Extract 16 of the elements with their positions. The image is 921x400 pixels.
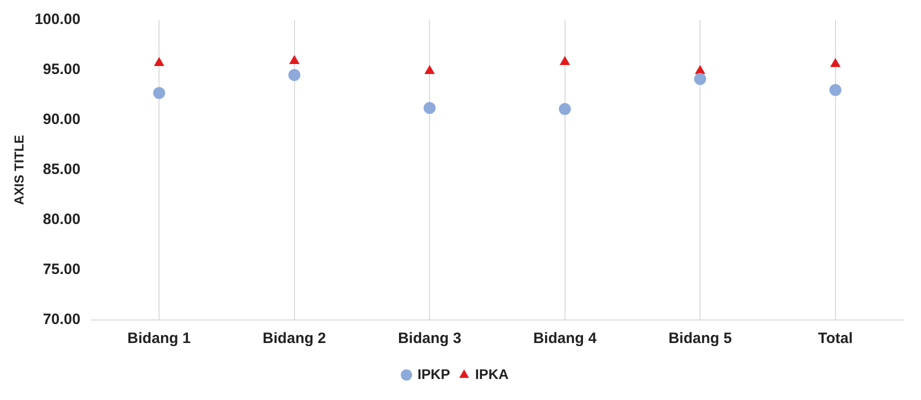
legend-label: IPKP [417, 366, 450, 382]
y-tick-label: 70.00 [42, 311, 80, 328]
x-tick-label: Bidang 3 [398, 330, 462, 348]
y-tick-label: 95.00 [42, 61, 80, 78]
y-tick-label: 100.00 [34, 11, 80, 28]
x-tick-label: Total [818, 330, 853, 348]
x-tick-label: Bidang 2 [262, 330, 326, 348]
x-tick-label: Bidang 4 [533, 330, 598, 348]
y-tick-label: 80.00 [42, 211, 80, 228]
y-tick-label: 75.00 [42, 261, 80, 278]
x-tick-label: Bidang 5 [668, 330, 732, 348]
y-axis-title: AXIS TITLE [11, 134, 26, 206]
legend-label: IPKA [475, 366, 509, 382]
y-tick-label: 85.00 [42, 161, 80, 178]
x-tick-label: Bidang 1 [127, 330, 191, 348]
y-tick-label: 90.00 [42, 111, 80, 128]
